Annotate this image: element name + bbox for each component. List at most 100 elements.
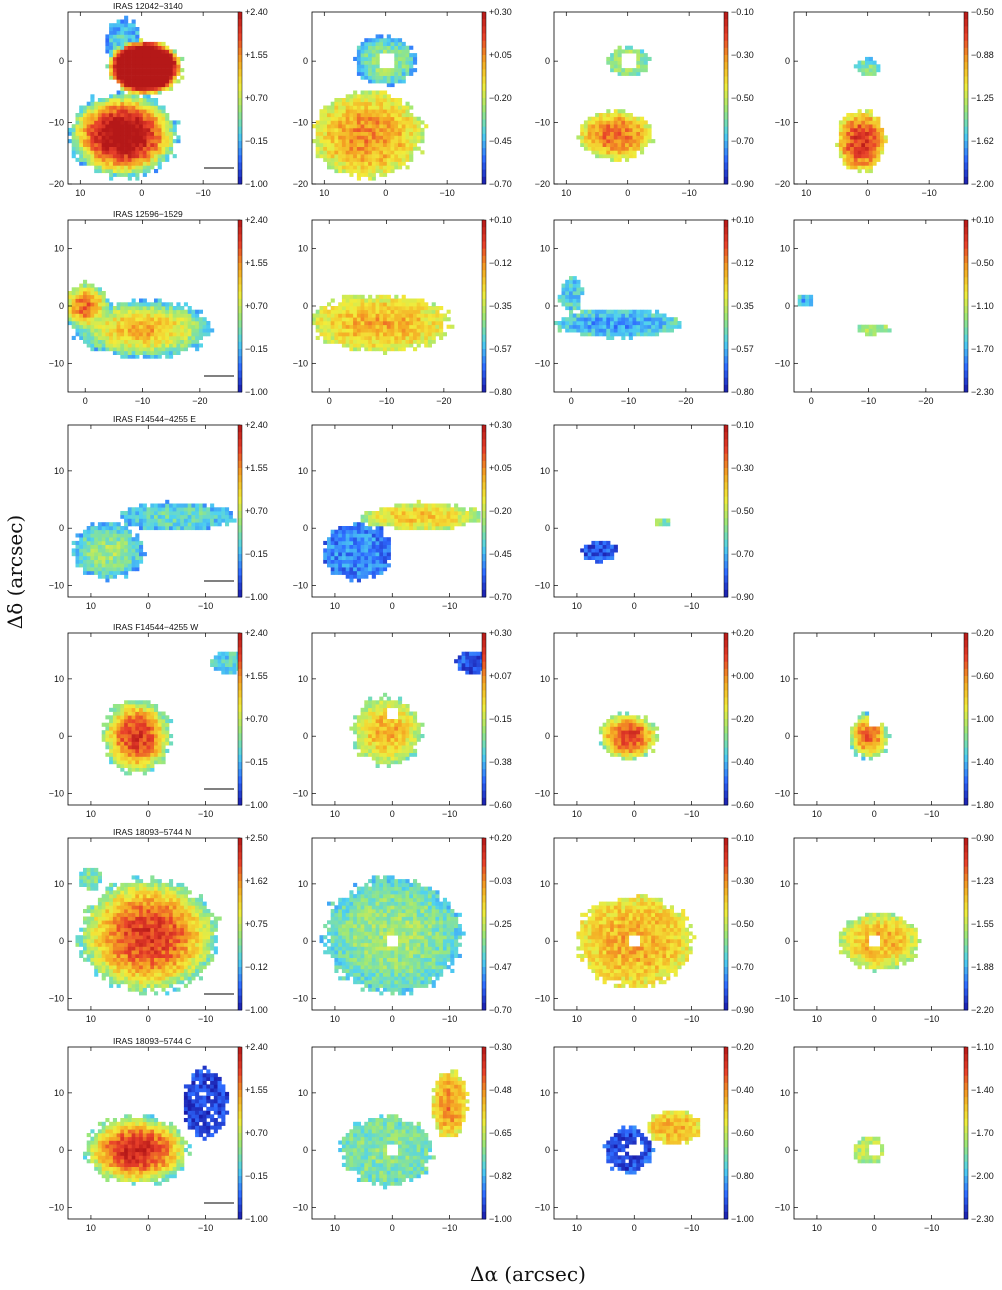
y-tick-label: 0 — [545, 56, 550, 66]
map-pixel — [124, 124, 129, 129]
map-pixel — [154, 722, 159, 727]
map-pixel — [90, 339, 95, 344]
map-pixel — [183, 522, 188, 527]
map-pixel — [120, 567, 125, 572]
map-pixel — [861, 64, 866, 69]
colorbar-label: +0.05 — [489, 463, 512, 473]
map-pixel — [169, 60, 174, 65]
map-pixel — [109, 23, 114, 28]
map-pixel — [116, 302, 121, 307]
map-pixel — [868, 127, 873, 132]
map-pixel — [187, 514, 192, 519]
map-pixel — [97, 544, 102, 549]
map-pixel — [120, 544, 125, 549]
map-pixel — [375, 64, 380, 69]
map-pixel — [101, 165, 106, 170]
map-pixel — [353, 730, 358, 735]
map-pixel — [334, 157, 339, 162]
map-pixel — [146, 354, 151, 359]
map-pixel — [157, 150, 162, 155]
map-pixel — [120, 157, 125, 162]
map-pixel — [368, 53, 373, 58]
map-pixel — [161, 105, 166, 110]
map-pixel — [142, 139, 147, 144]
map-pixel — [610, 544, 615, 549]
map-pixel — [124, 328, 129, 333]
map-pixel — [315, 131, 320, 136]
colorbar-segment — [482, 255, 486, 264]
map-pixel — [101, 347, 106, 352]
map-pixel — [409, 53, 414, 58]
map-pixel — [202, 514, 207, 519]
map-pixel — [202, 328, 207, 333]
map-pixel — [127, 64, 132, 69]
map-pixel — [427, 309, 432, 314]
map-pixel — [83, 298, 88, 303]
y-tick-label: 10 — [54, 244, 64, 254]
map-pixel — [379, 161, 384, 166]
map-pixel — [154, 306, 159, 311]
map-pixel — [94, 321, 99, 326]
map-pixel — [591, 552, 596, 557]
map-pixel — [632, 150, 637, 155]
map-pixel — [379, 150, 384, 155]
map-pixel — [386, 514, 391, 519]
map-pixel — [390, 306, 395, 311]
map-pixel — [876, 150, 881, 155]
map-pixel — [643, 317, 648, 322]
map-pixel — [172, 335, 177, 340]
colorbar-segment — [238, 561, 242, 569]
map-pixel — [116, 321, 121, 326]
map-pixel — [142, 309, 147, 314]
map-pixel — [383, 343, 388, 348]
colorbar-segment — [964, 341, 968, 350]
map-pixel — [146, 302, 151, 307]
map-pixel — [390, 120, 395, 125]
colorbar-segment — [724, 141, 728, 149]
map-pixel — [169, 124, 174, 129]
map-pixel — [315, 328, 320, 333]
map-pixel — [375, 157, 380, 162]
map-pixel — [116, 116, 121, 121]
map-pixel — [621, 109, 626, 114]
map-pixel — [868, 131, 873, 136]
map-pixel — [595, 150, 600, 155]
map-pixel — [131, 544, 136, 549]
map-pixel — [139, 135, 144, 140]
map-pixel — [315, 324, 320, 329]
map-pixel — [383, 124, 388, 129]
map-pixel — [180, 335, 185, 340]
map-pixel — [330, 142, 335, 147]
map-pixel — [613, 124, 618, 129]
map-pixel — [157, 354, 162, 359]
map-pixel — [142, 503, 147, 508]
colorbar-segment — [724, 561, 728, 569]
map-pixel — [349, 135, 354, 140]
object-title: IRAS 12042−3140 — [113, 1, 183, 11]
map-pixel — [131, 332, 136, 337]
map-pixel — [371, 563, 376, 568]
map-pixel — [112, 127, 117, 132]
map-pixel — [124, 306, 129, 311]
map-pixel — [120, 332, 125, 337]
map-pixel — [232, 651, 237, 656]
map-pixel — [94, 529, 99, 534]
map-pixel — [349, 150, 354, 155]
map-pixel — [394, 511, 399, 516]
map-pixel — [424, 332, 429, 337]
colorbar-segment — [238, 575, 242, 584]
map-pixel — [157, 332, 162, 337]
map-pixel — [157, 157, 162, 162]
map-pixel — [386, 321, 391, 326]
map-pixel — [131, 748, 136, 753]
map-pixel — [139, 116, 144, 121]
map-pixel — [146, 94, 151, 99]
map-pixel — [83, 146, 88, 151]
map-pixel — [375, 116, 380, 121]
map-pixel — [375, 68, 380, 73]
map-pixel — [79, 563, 84, 568]
map-pixel — [390, 38, 395, 43]
map-pixel — [353, 302, 358, 307]
map-pixel — [379, 154, 384, 159]
